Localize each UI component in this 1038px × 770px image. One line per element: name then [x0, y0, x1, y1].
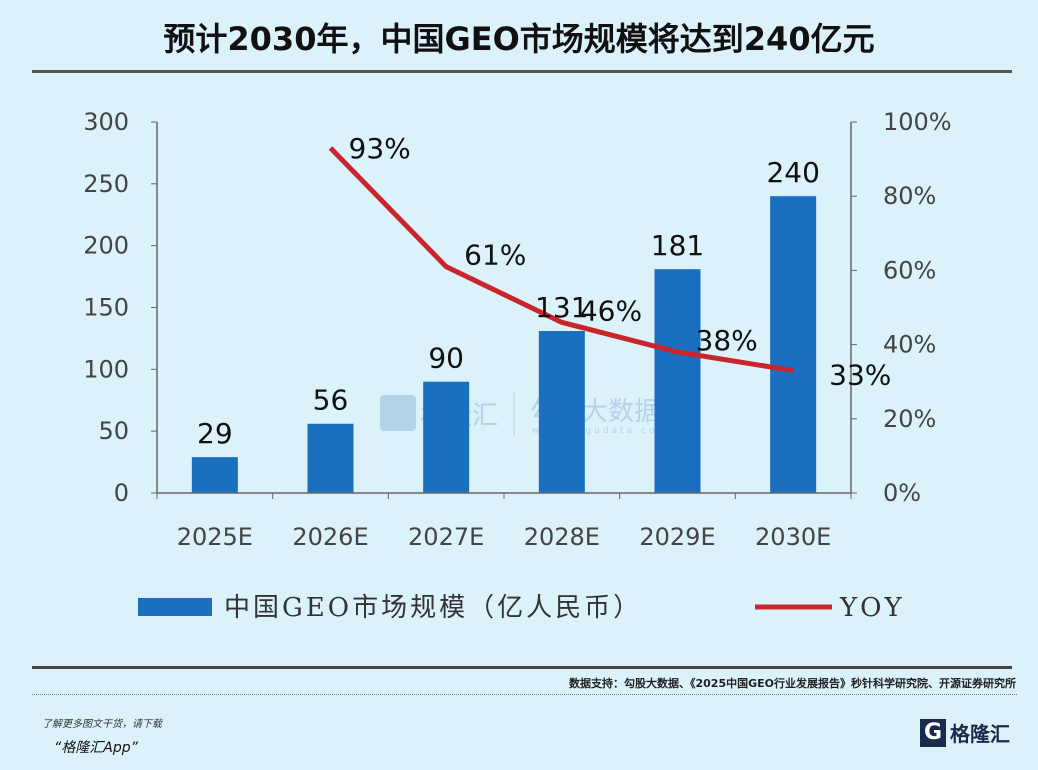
bar-data-label: 240 — [766, 156, 819, 189]
bar-data-label: 56 — [313, 384, 349, 417]
x-tick-label: 2029E — [639, 523, 715, 551]
logo: G 格隆汇 — [920, 718, 1010, 747]
bar-data-label: 181 — [651, 229, 704, 262]
right-tick-label: 80% — [883, 182, 936, 210]
page-title: 预计2030年，中国GEO市场规模将达到240亿元 — [163, 20, 875, 58]
bar — [307, 423, 354, 493]
bar — [770, 196, 817, 493]
left-tick-label: 300 — [83, 108, 129, 136]
line-data-label: 61% — [464, 239, 526, 272]
watermark-logo-icon — [380, 395, 416, 431]
divider — [32, 666, 1012, 669]
bar — [538, 330, 585, 493]
x-tick-label: 2028E — [524, 523, 600, 551]
right-tick-label: 40% — [883, 331, 936, 359]
promo-app: “格隆汇App” — [54, 740, 138, 756]
line-data-label: 33% — [829, 359, 891, 392]
logo-icon: G — [920, 718, 946, 747]
right-tick-label: 0% — [883, 479, 921, 507]
promo-text: 了解更多图文干货，请下载 — [42, 719, 162, 730]
x-tick-label: 2026E — [292, 523, 368, 551]
dotted-divider — [32, 694, 1017, 695]
left-tick-label: 0 — [114, 479, 129, 507]
divider — [32, 70, 1012, 73]
legend-bar-swatch — [138, 598, 212, 616]
yoy-line — [328, 146, 794, 374]
logo-text: 格隆汇 — [950, 722, 1010, 746]
x-tick-label: 2030E — [755, 523, 831, 551]
left-tick-label: 50 — [98, 417, 129, 445]
legend-bar-label: 中国GEO市场规模（亿人民币） — [224, 593, 642, 623]
right-tick-label: 60% — [883, 256, 936, 284]
source-note: 数据支持：勾股大数据、《2025中国GEO行业发展报告》秒针科学研究院、开源证券… — [568, 677, 1016, 690]
bar-data-label: 29 — [197, 417, 233, 450]
bar — [423, 381, 470, 493]
watermark-url: www.gogudata.com — [532, 426, 669, 436]
bar-data-label: 90 — [428, 342, 464, 375]
chart: 格隆汇 勾股大数据 www.gogudata.com 0501001502002… — [83, 108, 952, 623]
right-tick-label: 20% — [883, 405, 936, 433]
line-data-label: 46% — [580, 294, 642, 327]
legend-line-label: YOY — [839, 593, 905, 623]
right-tick-label: 100% — [883, 108, 952, 136]
left-tick-label: 200 — [83, 232, 129, 260]
left-tick-label: 150 — [83, 294, 129, 322]
x-tick-label: 2025E — [177, 523, 253, 551]
bar-data-label: 131 — [535, 291, 588, 324]
x-tick-label: 2027E — [408, 523, 484, 551]
bar — [191, 457, 238, 493]
left-tick-label: 250 — [83, 170, 129, 198]
line-data-label: 38% — [696, 324, 758, 357]
left-tick-label: 100 — [83, 355, 129, 383]
bar — [654, 269, 701, 493]
line-data-label: 93% — [349, 132, 411, 165]
